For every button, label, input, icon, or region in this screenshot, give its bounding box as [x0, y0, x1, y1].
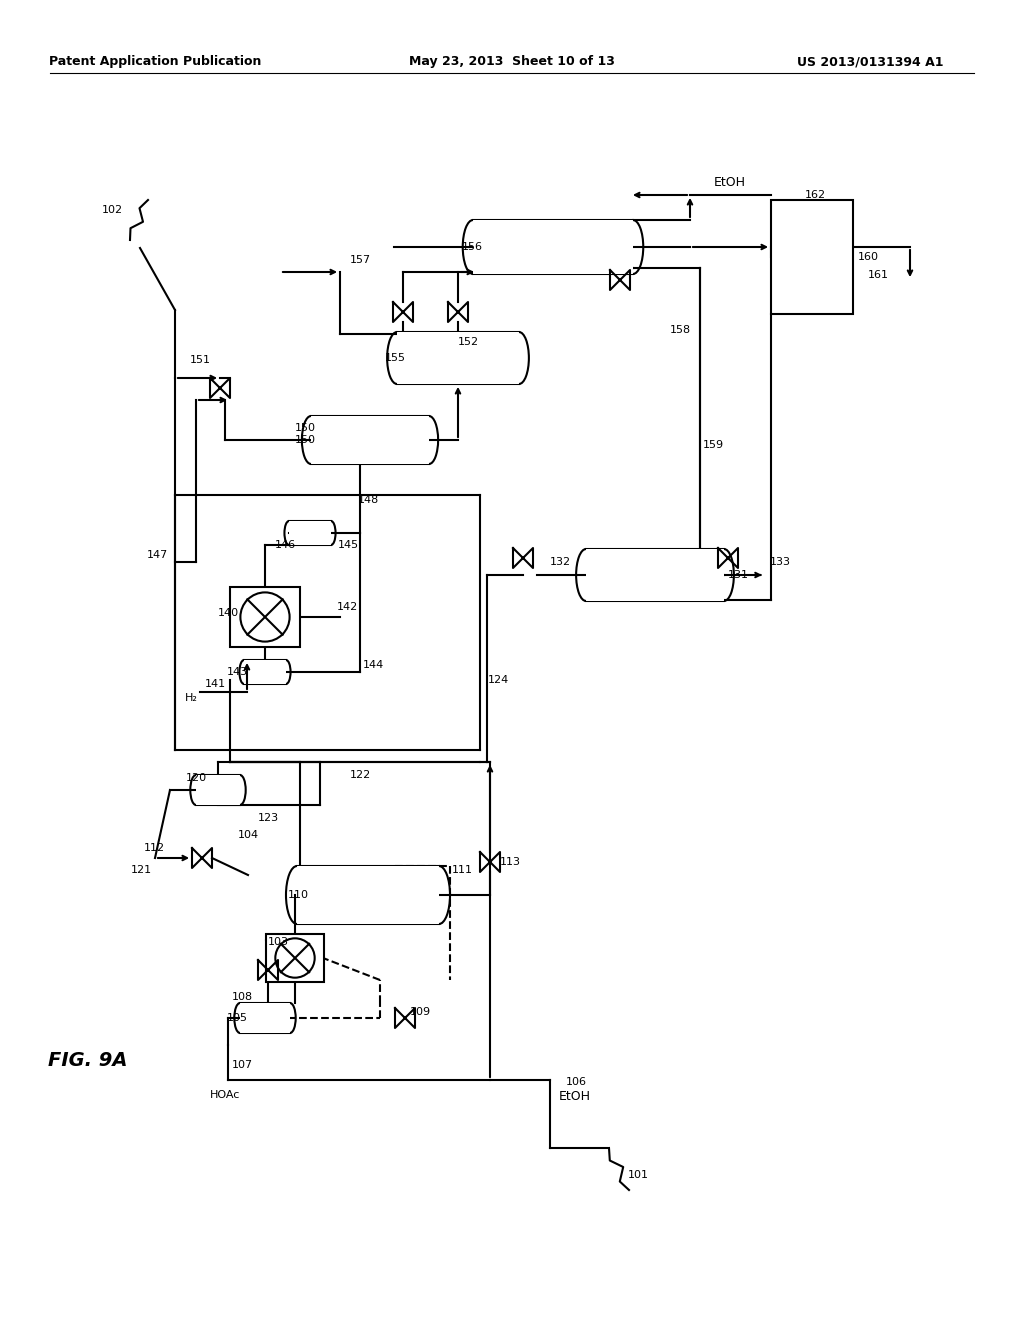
Text: 120: 120: [185, 774, 207, 783]
Text: 159: 159: [702, 440, 724, 450]
Text: 123: 123: [257, 813, 279, 822]
Text: 161: 161: [867, 271, 889, 280]
Text: 113: 113: [500, 857, 521, 867]
Bar: [397, 333, 519, 384]
Bar: [289, 521, 331, 545]
Bar: [240, 1003, 290, 1034]
Bar: [244, 660, 286, 684]
Text: 145: 145: [338, 540, 358, 550]
Bar: [473, 220, 633, 275]
Text: 108: 108: [231, 993, 253, 1002]
Text: 148: 148: [357, 495, 379, 506]
Text: 150: 150: [295, 436, 315, 445]
Text: 150: 150: [295, 422, 315, 433]
Text: 147: 147: [146, 550, 168, 560]
Text: 103: 103: [267, 937, 289, 946]
Text: 107: 107: [231, 1060, 253, 1071]
Bar: [297, 866, 439, 924]
Bar: [771, 201, 853, 314]
Text: 158: 158: [670, 325, 690, 335]
Text: 152: 152: [458, 337, 478, 347]
Text: 140: 140: [217, 609, 239, 618]
Text: 109: 109: [410, 1007, 430, 1016]
Text: 151: 151: [189, 355, 211, 366]
Text: 162: 162: [805, 190, 825, 201]
Text: 155: 155: [384, 352, 406, 363]
Bar: [196, 775, 240, 805]
Text: 122: 122: [349, 770, 371, 780]
Text: 141: 141: [205, 678, 225, 689]
Text: Patent Application Publication: Patent Application Publication: [49, 55, 261, 69]
Text: US 2013/0131394 A1: US 2013/0131394 A1: [797, 55, 943, 69]
Text: FIG. 9A: FIG. 9A: [48, 1051, 128, 1069]
Bar: [266, 935, 324, 982]
Text: 142: 142: [336, 602, 357, 612]
Text: 105: 105: [226, 1012, 248, 1023]
Text: 102: 102: [101, 205, 123, 215]
Text: 110: 110: [288, 890, 308, 900]
Bar: [311, 416, 429, 465]
Text: 131: 131: [727, 570, 749, 579]
Text: 112: 112: [144, 843, 165, 853]
Text: May 23, 2013  Sheet 10 of 13: May 23, 2013 Sheet 10 of 13: [409, 55, 615, 69]
Text: 133: 133: [769, 557, 791, 568]
Circle shape: [241, 593, 290, 642]
Text: 106: 106: [566, 1077, 587, 1086]
Text: 121: 121: [131, 865, 152, 875]
Text: 157: 157: [349, 255, 371, 265]
Text: 124: 124: [487, 675, 509, 685]
Circle shape: [275, 939, 314, 978]
Text: 146: 146: [274, 540, 296, 550]
Text: 101: 101: [628, 1170, 648, 1180]
Text: EtOH: EtOH: [559, 1090, 591, 1104]
Text: 143: 143: [226, 667, 248, 677]
Text: 156: 156: [462, 242, 482, 252]
Bar: [586, 549, 724, 601]
Text: 160: 160: [858, 252, 879, 261]
Text: 111: 111: [452, 865, 472, 875]
Text: EtOH: EtOH: [714, 177, 746, 190]
Text: 144: 144: [362, 660, 384, 671]
Bar: [230, 587, 300, 647]
Text: H₂: H₂: [185, 693, 198, 704]
Text: HOAc: HOAc: [210, 1090, 241, 1100]
Text: 132: 132: [550, 557, 570, 568]
Text: 104: 104: [238, 830, 259, 840]
